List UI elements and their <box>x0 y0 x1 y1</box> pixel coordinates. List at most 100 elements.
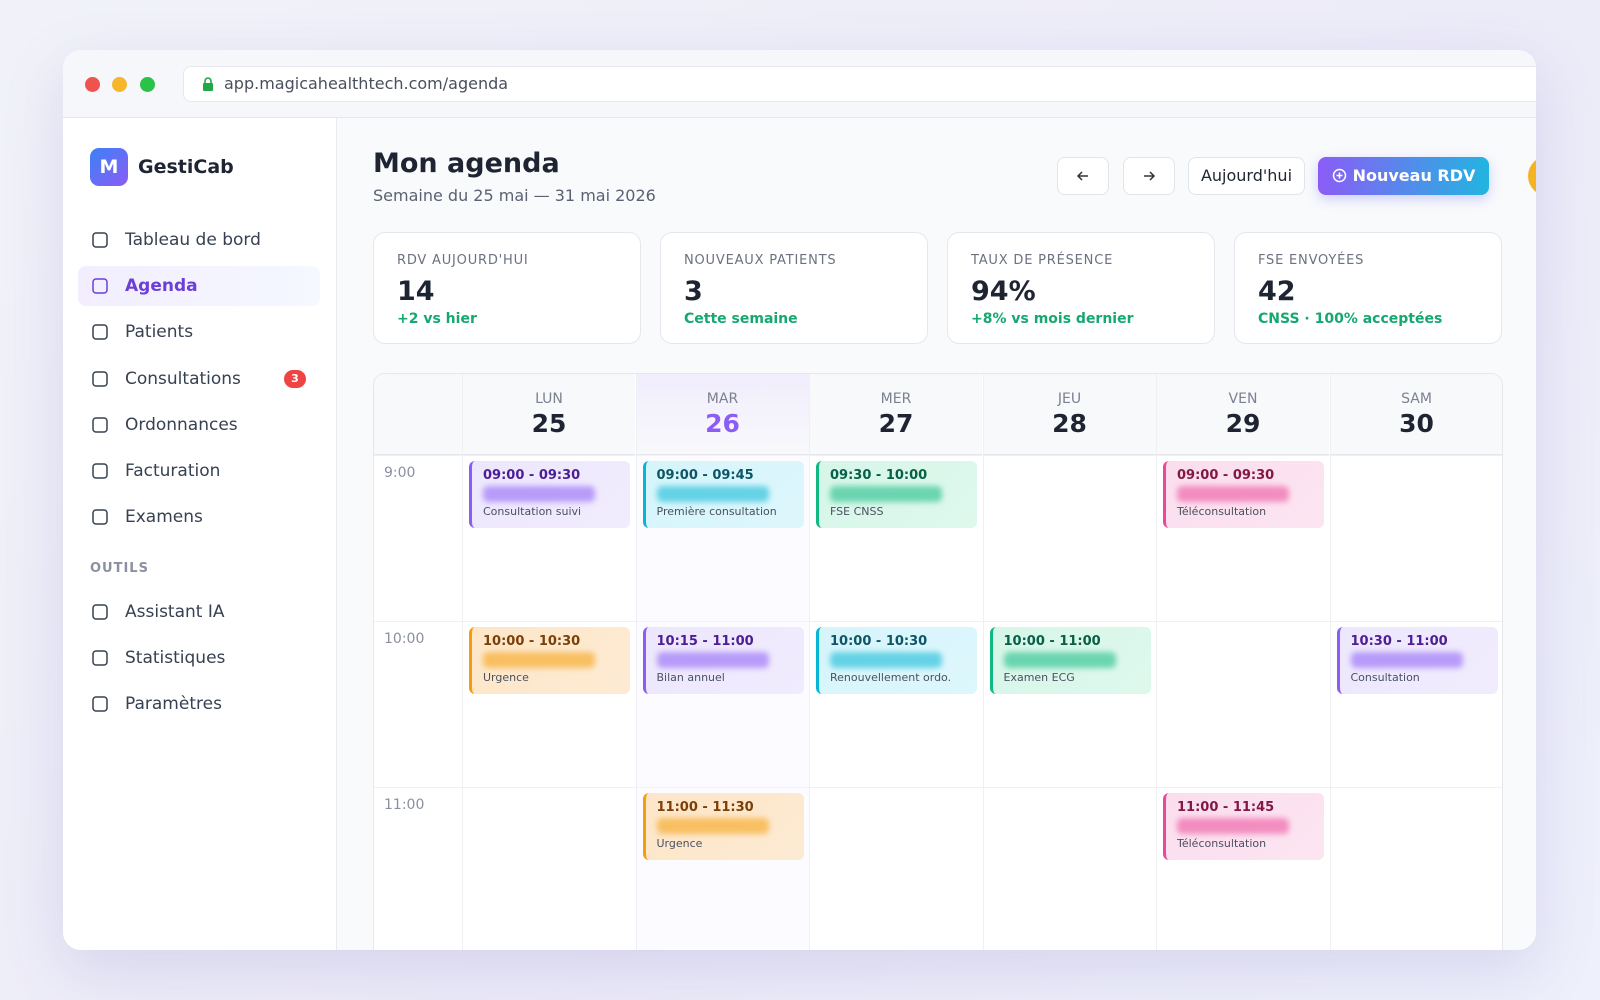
appointment[interactable]: 10:30 - 11:00 Consultation <box>1336 627 1498 694</box>
appointment[interactable]: 11:00 - 11:30 Urgence <box>642 793 804 860</box>
appointment[interactable]: 09:00 - 09:45 Première consultation <box>642 461 804 528</box>
blurred-patient-name <box>656 652 769 668</box>
appointment[interactable]: 09:30 - 10:00 FSE CNSS <box>816 461 977 528</box>
appointment-type: Bilan annuel <box>656 671 725 684</box>
nav-item[interactable]: Statistiques <box>78 638 320 678</box>
nav-item[interactable]: Ordonnances <box>78 405 320 445</box>
url-bar[interactable]: app.magicahealthtech.com/agenda <box>183 66 1536 102</box>
nav-icon <box>92 370 108 387</box>
next-button[interactable] <box>1123 157 1175 195</box>
maximize-dot[interactable] <box>140 77 155 92</box>
appointment-type: Téléconsultation <box>1177 505 1267 518</box>
nav-icon <box>92 417 108 433</box>
nav-item[interactable]: Patients <box>78 312 320 352</box>
hour-label: 9:00 <box>384 465 416 481</box>
hour-line <box>374 787 1502 788</box>
blurred-patient-name <box>656 818 769 834</box>
stat-delta: +8% vs mois dernier <box>971 311 1134 327</box>
nav-icon <box>92 650 108 666</box>
day-column: 09:30 - 10:00 FSE CNSS 10:00 - 10:30 Renouv… <box>809 455 982 950</box>
blurred-patient-name <box>483 652 595 668</box>
prev-button[interactable] <box>1057 157 1109 195</box>
nav-item[interactable]: Assistant IA <box>78 592 320 632</box>
nav-label: Tableau de bord <box>125 230 261 250</box>
nav-label: Consultations <box>125 368 241 389</box>
stat-delta: Cette semaine <box>684 311 798 327</box>
nav-item[interactable]: Facturation <box>78 451 320 491</box>
blurred-patient-name <box>830 652 942 668</box>
appointment[interactable]: 10:00 - 10:30 Renouvellement ordo. <box>816 627 977 694</box>
logo[interactable]: M <box>90 148 128 186</box>
blurred-patient-name <box>1177 486 1289 502</box>
blurred-patient-name <box>1003 652 1116 668</box>
stat-card: TAUX DE PRÉSENCE 94% +8% vs mois dernier <box>947 232 1215 344</box>
day-date: 27 <box>878 409 914 438</box>
appointment[interactable]: 10:00 - 10:30 Urgence <box>469 627 630 694</box>
appointment-type: Urgence <box>483 671 529 684</box>
nav-icon <box>92 232 108 248</box>
minimize-dot[interactable] <box>112 77 127 92</box>
nav-item[interactable]: Tableau de bord <box>78 220 320 260</box>
nav-label: Facturation <box>125 461 221 481</box>
day-header[interactable]: VEN 29 <box>1156 374 1329 455</box>
brand: GestiCab <box>138 156 234 178</box>
day-header[interactable]: JEU 28 <box>982 374 1156 455</box>
nav-label: Agenda <box>125 276 198 297</box>
stat-card: RDV AUJOURD'HUI 14 +2 vs hier <box>373 232 641 344</box>
appointment[interactable]: 10:15 - 11:00 Bilan annuel <box>642 627 804 694</box>
appointment[interactable]: 09:00 - 09:30 Téléconsultation <box>1163 461 1324 528</box>
avatar[interactable]: DA <box>1528 156 1536 196</box>
day-header[interactable]: SAM 30 <box>1329 374 1502 455</box>
plus-icon <box>1332 168 1346 183</box>
stat-label: TAUX DE PRÉSENCE <box>971 253 1114 268</box>
day-name: SAM <box>1401 391 1432 407</box>
new-button-label: Nouveau RDV <box>1352 166 1476 185</box>
stat-label: FSE ENVOYÉES <box>1258 253 1365 268</box>
today-button[interactable]: Aujourd'hui <box>1188 157 1305 195</box>
day-name: JEU <box>1057 391 1082 407</box>
day-header[interactable]: MAR 26 <box>635 374 809 455</box>
calendar: 9:00 10:00 11:00 LUN 25 09:00 - 09:30 Consulta… <box>373 373 1503 950</box>
nav-icon <box>92 604 108 620</box>
day-header[interactable]: MER 27 <box>809 374 982 455</box>
nav-label: Patients <box>125 322 194 343</box>
url-text: app.magicahealthtech.com/agenda <box>224 74 509 93</box>
appointment-type: Téléconsultation <box>1177 837 1267 850</box>
day-column: 09:00 - 09:30 Téléconsultation 11:00 - 11:… <box>1156 455 1329 950</box>
stat-value: 42 <box>1258 276 1296 307</box>
stat-label: RDV AUJOURD'HUI <box>397 253 529 268</box>
nav-item[interactable]: Paramètres <box>78 684 320 724</box>
appointment[interactable]: 10:00 - 11:00 Examen ECG <box>989 627 1151 694</box>
stat-delta: CNSS · 100% acceptées <box>1258 311 1443 327</box>
blurred-patient-name <box>1350 652 1463 668</box>
arrow-left <box>1076 171 1088 181</box>
nav-label: Statistiques <box>125 648 226 669</box>
day-date: 30 <box>1399 409 1434 438</box>
nav-label: Examens <box>125 507 203 528</box>
day-column: 10:30 - 11:00 Consultation <box>1329 455 1503 950</box>
nav-icon <box>92 324 108 341</box>
lock-icon <box>203 77 213 91</box>
appointment-type: Renouvellement ordo. <box>830 671 952 684</box>
day-name: VEN <box>1228 391 1258 407</box>
page-subtitle: Semaine du 25 mai — 31 mai 2026 <box>373 186 656 205</box>
appointment-type: Examen ECG <box>1003 671 1075 684</box>
appointment-time: 09:30 - 10:00 <box>830 468 928 483</box>
close-dot[interactable] <box>85 77 100 92</box>
new-appointment-button[interactable]: Nouveau RDV <box>1318 157 1489 195</box>
stat-card: NOUVEAUX PATIENTS 3 Cette semaine <box>660 232 928 344</box>
nav-item[interactable]: Agenda <box>78 266 320 307</box>
stat-label: NOUVEAUX PATIENTS <box>684 253 837 268</box>
nav-icon <box>92 463 108 479</box>
appointment-time: 11:00 - 11:30 <box>656 800 754 815</box>
appointment[interactable]: 09:00 - 09:30 Consultation suivi <box>469 461 630 528</box>
appointment[interactable]: 11:00 - 11:45 Téléconsultation <box>1163 793 1324 860</box>
day-header[interactable]: LUN 25 <box>462 374 635 455</box>
day-date: 29 <box>1225 409 1261 438</box>
nav-label: Ordonnances <box>125 414 238 435</box>
nav-item[interactable]: Consultations 3 <box>78 359 320 399</box>
hour-line <box>374 455 1502 456</box>
nav-item[interactable]: Examens <box>78 497 320 537</box>
stat-card: FSE ENVOYÉES 42 CNSS · 100% acceptées <box>1234 232 1502 344</box>
